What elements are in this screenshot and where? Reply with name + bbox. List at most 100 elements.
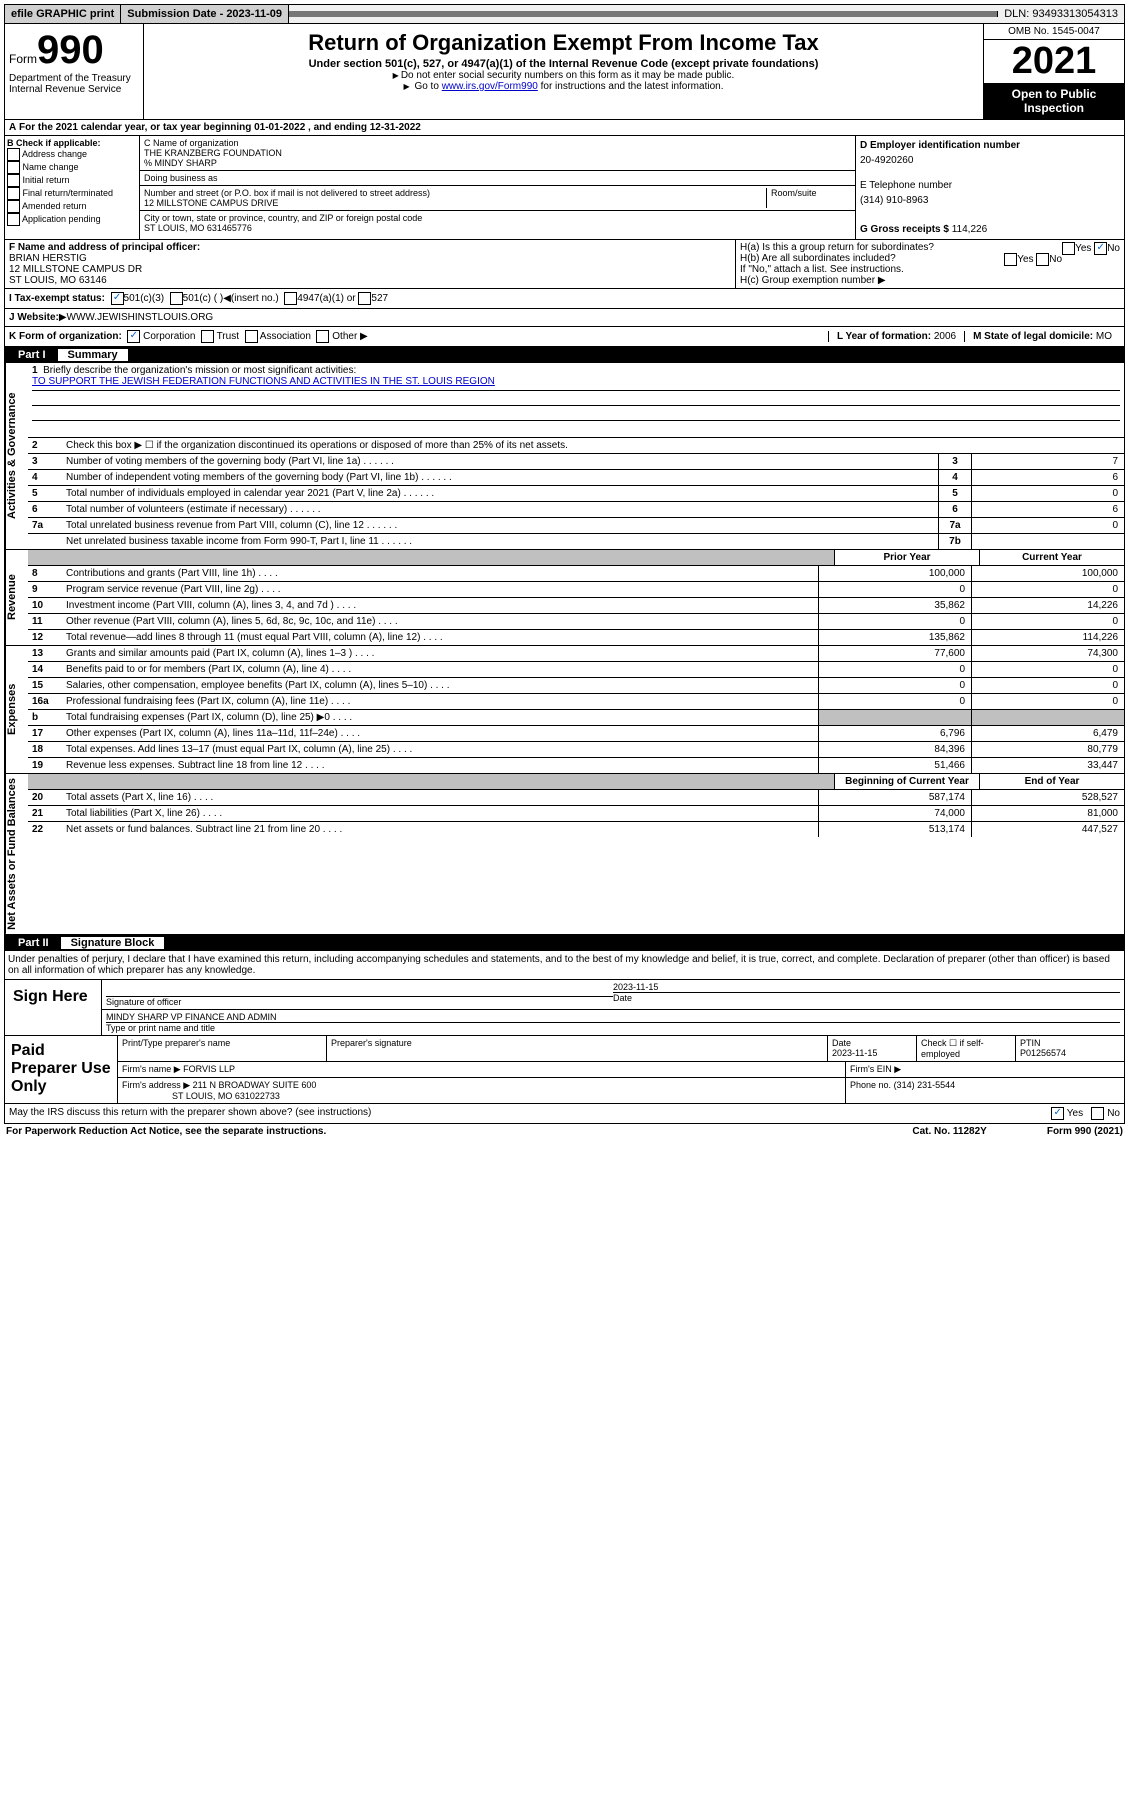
rev-header-row: Prior Year Current Year	[28, 550, 1124, 566]
officer-name-title: MINDY SHARP VP FINANCE AND ADMIN	[106, 1012, 277, 1022]
expenses-section: Expenses 13Grants and similar amounts pa…	[4, 646, 1125, 774]
table-row: 15Salaries, other compensation, employee…	[28, 678, 1124, 694]
rev-tab: Revenue	[5, 550, 28, 645]
self-employed-check[interactable]: Check ☐ if self-employed	[917, 1036, 1016, 1061]
table-row: 9Program service revenue (Part VIII, lin…	[28, 582, 1124, 598]
association-checkbox[interactable]	[245, 330, 258, 343]
application-pending-checkbox[interactable]	[7, 213, 20, 226]
table-row: 22Net assets or fund balances. Subtract …	[28, 822, 1124, 837]
paid-preparer-label: Paid Preparer Use Only	[5, 1036, 118, 1103]
gov-tab: Activities & Governance	[5, 363, 28, 549]
gross-label: G Gross receipts $	[860, 224, 949, 235]
header-info-row: B Check if applicable: Address change Na…	[4, 136, 1125, 240]
dln: DLN: 93493313054313	[998, 5, 1124, 23]
form-number: 990	[37, 28, 104, 72]
org-name-label: C Name of organization	[144, 138, 239, 148]
ptin: P01256574	[1020, 1048, 1066, 1058]
cat-number: Cat. No. 11282Y	[912, 1126, 986, 1137]
title-box: Return of Organization Exempt From Incom…	[144, 24, 983, 119]
type-label: Type or print name and title	[106, 1023, 215, 1033]
hb-yes-checkbox[interactable]	[1004, 253, 1017, 266]
exp-tab: Expenses	[5, 646, 28, 773]
top-bar: efile GRAPHIC print Submission Date - 20…	[4, 4, 1125, 24]
4947-checkbox[interactable]	[284, 292, 297, 305]
table-row: Net unrelated business taxable income fr…	[28, 534, 1124, 549]
ha-no-checkbox[interactable]: ✓	[1094, 242, 1107, 255]
discuss-no-checkbox[interactable]	[1091, 1107, 1104, 1120]
mission-text: TO SUPPORT THE JEWISH FEDERATION FUNCTIO…	[32, 376, 1120, 391]
year-formation: 2006	[934, 331, 956, 342]
form-title: Return of Organization Exempt From Incom…	[148, 30, 979, 56]
line-2: 2 Check this box ▶ ☐ if the organization…	[28, 438, 1124, 454]
city-label: City or town, state or province, country…	[144, 213, 422, 223]
section-b: B Check if applicable: Address change Na…	[5, 136, 140, 239]
phone-label: E Telephone number	[860, 180, 952, 191]
address-change-checkbox[interactable]	[7, 148, 20, 161]
table-row: 7aTotal unrelated business revenue from …	[28, 518, 1124, 534]
firm-phone: (314) 231-5544	[894, 1080, 956, 1090]
other-checkbox[interactable]	[316, 330, 329, 343]
form-label: Form	[9, 52, 37, 66]
officer-addr2: ST LOUIS, MO 63146	[9, 275, 107, 286]
ein-label: D Employer identification number	[860, 140, 1020, 151]
submission-date: Submission Date - 2023-11-09	[121, 5, 289, 23]
table-row: 10Investment income (Part VIII, column (…	[28, 598, 1124, 614]
final-return-checkbox[interactable]	[7, 187, 20, 200]
preparer-date: 2023-11-15	[832, 1048, 877, 1058]
table-row: 16aProfessional fundraising fees (Part I…	[28, 694, 1124, 710]
table-row: 14Benefits paid to or for members (Part …	[28, 662, 1124, 678]
corporation-checkbox[interactable]: ✓	[127, 330, 140, 343]
instruction-1: Do not enter social security numbers on …	[148, 70, 979, 81]
omb-number: OMB No. 1545-0047	[984, 24, 1124, 40]
hb-note: If "No," attach a list. See instructions…	[740, 264, 1120, 275]
501c-checkbox[interactable]	[170, 292, 183, 305]
gross-receipts: 114,226	[952, 224, 987, 235]
table-row: 18Total expenses. Add lines 13–17 (must …	[28, 742, 1124, 758]
discuss-yes-checkbox[interactable]: ✓	[1051, 1107, 1064, 1120]
net-tab: Net Assets or Fund Balances	[5, 774, 28, 934]
phone: (314) 910-8963	[860, 193, 1120, 208]
527-checkbox[interactable]	[358, 292, 371, 305]
table-row: 3Number of voting members of the governi…	[28, 454, 1124, 470]
mission-block: 1 Briefly describe the organization's mi…	[28, 363, 1124, 438]
officer-name: BRIAN HERSTIG	[9, 253, 87, 264]
signature-block: Under penalties of perjury, I declare th…	[4, 951, 1125, 1124]
ha-yes-checkbox[interactable]	[1062, 242, 1075, 255]
part2-header: Part II Signature Block	[4, 935, 1125, 951]
501c3-checkbox[interactable]: ✓	[111, 292, 124, 305]
hb-no-checkbox[interactable]	[1036, 253, 1049, 266]
discuss-row: May the IRS discuss this return with the…	[5, 1103, 1124, 1123]
table-row: 20Total assets (Part X, line 16) . . . .…	[28, 790, 1124, 806]
preparer-sig-label: Preparer's signature	[327, 1036, 828, 1061]
tax-period: A For the 2021 calendar year, or tax yea…	[4, 120, 1125, 136]
city: ST LOUIS, MO 631465776	[144, 223, 252, 233]
section-d-e-g: D Employer identification number 20-4920…	[856, 136, 1124, 239]
initial-return-checkbox[interactable]	[7, 174, 20, 187]
form-header: Form990 Department of the Treasury Inter…	[4, 24, 1125, 120]
firm-name: FORVIS LLP	[183, 1064, 235, 1074]
firm-addr2: ST LOUIS, MO 631022733	[172, 1091, 280, 1101]
firm-addr1: 211 N BROADWAY SUITE 600	[193, 1080, 317, 1090]
form-subtitle: Under section 501(c), 527, or 4947(a)(1)…	[148, 58, 979, 70]
section-f: F Name and address of principal officer:…	[5, 240, 736, 288]
table-row: 6Total number of volunteers (estimate if…	[28, 502, 1124, 518]
table-row: 8Contributions and grants (Part VIII, li…	[28, 566, 1124, 582]
irs-link[interactable]: www.irs.gov/Form990	[442, 81, 538, 92]
declaration-text: Under penalties of perjury, I declare th…	[5, 951, 1124, 979]
sig-officer-label: Signature of officer	[106, 997, 181, 1007]
instruction-2: Go to www.irs.gov/Form990 for instructio…	[148, 81, 979, 92]
table-row: 13Grants and similar amounts paid (Part …	[28, 646, 1124, 662]
amended-return-checkbox[interactable]	[7, 200, 20, 213]
name-change-checkbox[interactable]	[7, 161, 20, 174]
org-name: THE KRANZBERG FOUNDATION	[144, 148, 282, 158]
trust-checkbox[interactable]	[201, 330, 214, 343]
tax-year: 2021	[984, 40, 1124, 83]
net-assets-section: Net Assets or Fund Balances Beginning of…	[4, 774, 1125, 935]
paid-preparer-row: Paid Preparer Use Only Print/Type prepar…	[5, 1035, 1124, 1103]
table-row: 12Total revenue—add lines 8 through 11 (…	[28, 630, 1124, 645]
table-row: 5Total number of individuals employed in…	[28, 486, 1124, 502]
sig-date: 2023-11-15	[613, 982, 658, 992]
ein: 20-4920260	[860, 153, 1120, 168]
state-domicile: MO	[1096, 331, 1112, 342]
efile-print-button[interactable]: efile GRAPHIC print	[5, 5, 121, 23]
